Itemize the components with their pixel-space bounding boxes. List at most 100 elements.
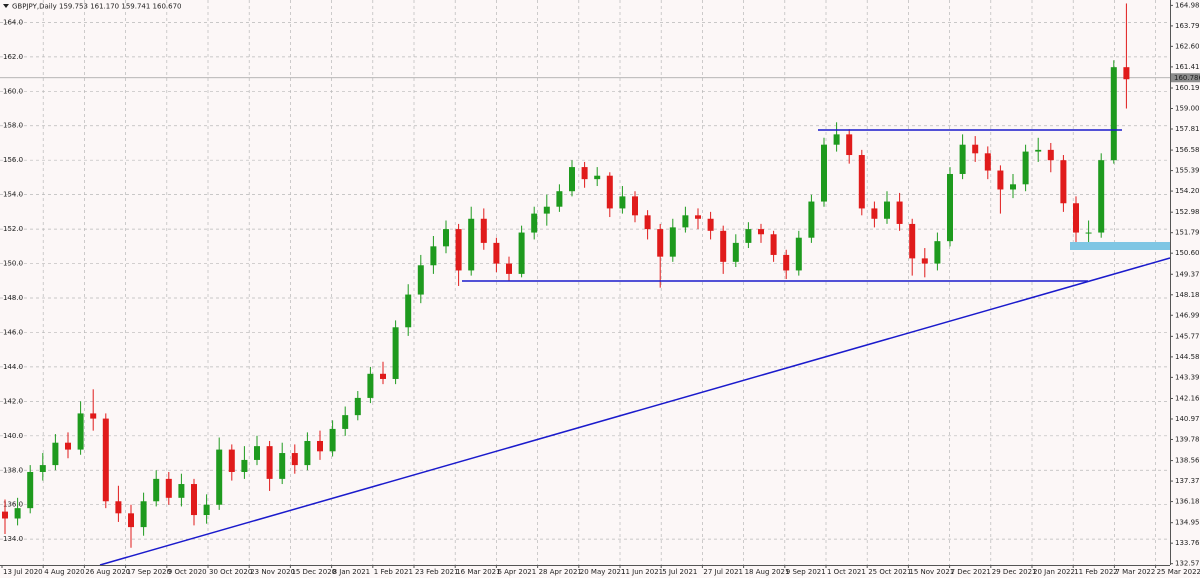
candle-body: [909, 223, 916, 259]
candle-body: [65, 442, 71, 450]
grid: 134.0 136.0 138.0 140.0 142.0 144.0 146.0 148.0…: [0, 0, 1170, 565]
y-tick-label: 158.0: [3, 122, 23, 130]
y-tick-label: 160.0: [3, 87, 23, 95]
x-tick-label: 27 Jul 2021: [703, 568, 743, 576]
candle-body: [493, 242, 500, 264]
candle-body: [997, 170, 1004, 190]
candle-body: [1123, 67, 1130, 80]
candle-body: [795, 237, 802, 271]
x-tick-label: 1 Feb 2021: [374, 568, 413, 576]
candle-body: [1085, 232, 1092, 234]
candle-body: [695, 215, 701, 219]
candle-body: [556, 191, 563, 207]
x-tick-label: 23 Feb 2021: [415, 568, 459, 576]
y2-tick-label: 145.772: [1175, 332, 1200, 340]
x-tick-label: 7 Mar 2022: [1115, 568, 1155, 576]
candle-body: [115, 501, 122, 514]
x-tick-label: 15 Nov 2021: [909, 568, 954, 576]
candle-body: [140, 501, 147, 528]
candle-body: [758, 229, 764, 235]
y2-tick-label: 137.372: [1175, 477, 1200, 485]
candle-body: [228, 449, 235, 472]
candle-body: [619, 196, 626, 209]
y2-tick-label: 136.182: [1175, 498, 1200, 506]
y-tick-label: 148.0: [3, 294, 23, 302]
candle-body: [254, 446, 260, 460]
y2-tick-label: 139.787: [1175, 435, 1200, 443]
candle-body: [543, 206, 550, 214]
y2-tick-label: 150.602: [1175, 249, 1200, 257]
y-tick-label: 140.0: [3, 432, 23, 440]
candle-body: [884, 201, 890, 219]
x-tick-label: 20 Jan 2022: [1033, 568, 1075, 576]
candle-body: [594, 175, 601, 180]
menu-icon[interactable]: [3, 4, 9, 8]
x-tick-label: 4 Aug 2020: [44, 568, 84, 576]
candle-body: [128, 513, 134, 528]
candle-body: [443, 229, 449, 247]
candle-body: [531, 213, 538, 233]
candle-body: [14, 508, 21, 519]
y-tick-label: 154.0: [3, 191, 23, 199]
candle-body: [266, 446, 273, 479]
x-tick-label: 25 Mar 2022: [1157, 568, 1200, 576]
candle-body: [317, 440, 323, 452]
y2-tick-label: 159.002: [1175, 104, 1200, 112]
x-tick-label: 9 Oct 2020: [168, 568, 207, 576]
candle-body: [380, 373, 386, 379]
candle-body: [871, 208, 878, 219]
candle-body: [657, 229, 664, 257]
candle-body: [417, 265, 424, 295]
candle-body: [783, 254, 790, 271]
candle-body: [821, 144, 827, 202]
candle-body: [77, 413, 84, 450]
x-tick-label: 26 Aug 2020: [85, 568, 130, 576]
candle-body: [39, 465, 46, 472]
y2-tick-label: 146.997: [1175, 311, 1200, 319]
candle-body: [682, 215, 689, 228]
candle-body: [707, 218, 714, 231]
candle-body: [367, 373, 374, 398]
candle-body: [165, 478, 172, 498]
candle-body: [216, 449, 223, 505]
candle-body: [52, 442, 59, 466]
candle-body: [1098, 160, 1105, 233]
y2-tick-label: 142.167: [1175, 394, 1200, 402]
x-tick-label: 9 Sep 2021: [786, 568, 826, 576]
candle-body: [846, 134, 853, 156]
x-tick-label: 18 Aug 2021: [745, 568, 790, 576]
last-price-tag: [1171, 73, 1200, 83]
x-tick-label: 8 Jan 2021: [333, 568, 371, 576]
y2-tick-label: 154.207: [1175, 187, 1200, 195]
candle-body: [1047, 149, 1054, 161]
candle-body: [90, 413, 97, 419]
candle-body: [934, 241, 941, 264]
candle-body: [770, 234, 777, 255]
x-tick-label: 11 Jun 2021: [621, 568, 663, 576]
candle-body: [480, 218, 487, 243]
trend-line: [99, 257, 1171, 566]
y-tick-label: 134.0: [3, 535, 23, 543]
candle-body: [178, 484, 185, 498]
candle-body: [241, 459, 248, 472]
candle-body: [1035, 149, 1042, 152]
candle-body: [392, 327, 399, 379]
x-tick-label: 23 Nov 2020: [250, 568, 295, 576]
candle-body: [191, 484, 197, 516]
y2-tick-label: 148.187: [1175, 291, 1200, 299]
y-tick-label: 144.0: [3, 363, 23, 371]
candle-body: [732, 242, 739, 262]
y2-tick-label: 149.377: [1175, 270, 1200, 278]
y2-tick-label: 152.982: [1175, 208, 1200, 216]
candle-body: [329, 428, 336, 452]
drawings: [99, 129, 1171, 566]
x-tick-label: 20 May 2021: [580, 568, 626, 576]
y2-tick-label: 162.607: [1175, 42, 1200, 50]
y2-tick-label: 163.797: [1175, 22, 1200, 30]
candle-body: [342, 415, 349, 429]
candle-body: [669, 227, 676, 257]
candle-body: [203, 504, 210, 516]
y-tick-label: 146.0: [3, 328, 23, 336]
